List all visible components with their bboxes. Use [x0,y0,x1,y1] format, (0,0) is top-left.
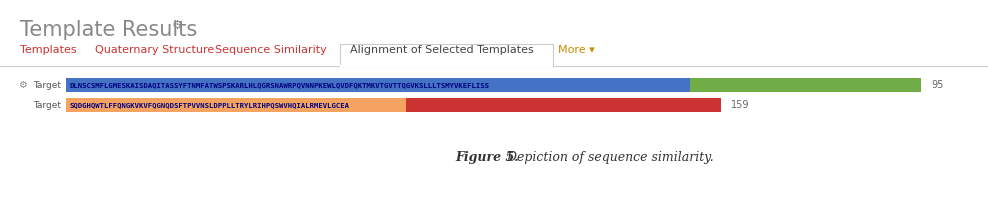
Text: ⚙: ⚙ [18,80,27,90]
Text: DLNSCSMFLGMESKAISDAQITASSYFTNMFATWSPSKARLHLQGRSNAWRPQVNNPKEWLQVDFQKTMKVTGVTTQGVK: DLNSCSMFLGMESKAISDAQITASSYFTNMFATWSPSKAR… [69,82,489,88]
Bar [66,98,406,112]
Text: ⚙: ⚙ [172,19,183,32]
Bar [340,44,553,66]
Text: SQDGHQWTLFFQNGKVKVFQGNQDSFTPVVNSLDPPLLTRYLRIHPQSWVHQIALRMEVLGCEA: SQDGHQWTLFFQNGKVKVFQGNQDSFTPVVNSLDPPLLTR… [69,102,349,108]
Bar [406,98,721,112]
Text: More ▾: More ▾ [558,45,595,55]
Text: Figure 5.: Figure 5. [455,152,519,165]
Text: Sequence Similarity: Sequence Similarity [215,45,327,55]
Text: Depiction of sequence similarity.: Depiction of sequence similarity. [503,152,713,165]
Text: 159: 159 [731,100,750,110]
Text: Template Results: Template Results [20,20,198,40]
Text: Target: Target [33,100,61,109]
Text: Templates: Templates [20,45,77,55]
Bar [690,78,921,92]
Text: Target: Target [33,80,61,90]
Text: Quaternary Structure: Quaternary Structure [95,45,214,55]
Bar [66,78,690,92]
Text: 95: 95 [931,80,944,90]
Text: Alignment of Selected Templates: Alignment of Selected Templates [350,45,534,55]
